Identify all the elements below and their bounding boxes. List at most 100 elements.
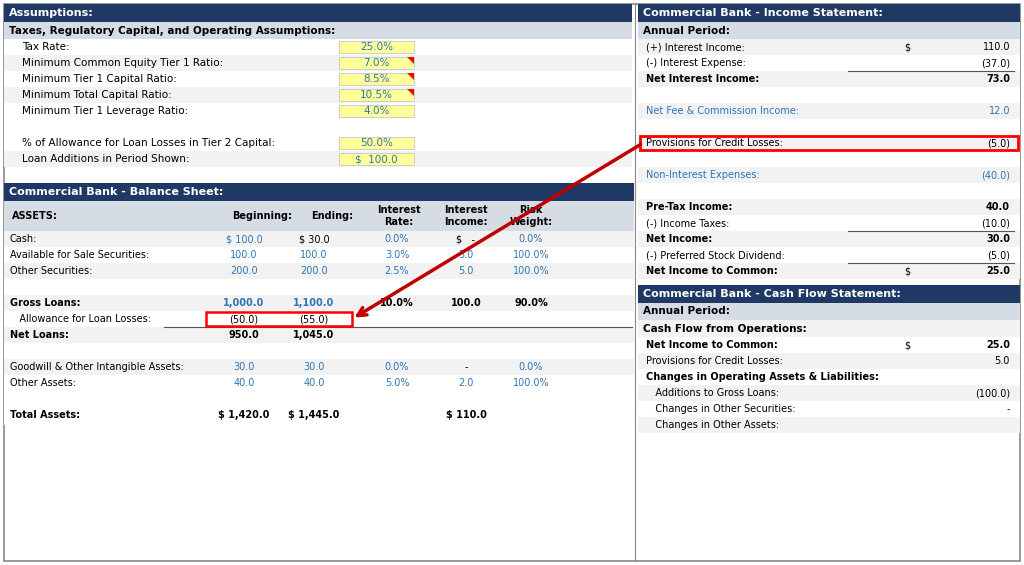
Bar <box>4 231 634 247</box>
Text: 40.0: 40.0 <box>986 202 1010 212</box>
Bar <box>4 247 634 263</box>
Text: Changes in Operating Assets & Liabilities:: Changes in Operating Assets & Liabilitie… <box>646 372 879 382</box>
Text: 5.0: 5.0 <box>994 356 1010 366</box>
Text: Taxes, Regulatory Capital, and Operating Assumptions:: Taxes, Regulatory Capital, and Operating… <box>9 25 335 36</box>
Text: Changes in Other Securities:: Changes in Other Securities: <box>646 404 796 414</box>
Bar <box>638 151 1020 167</box>
Text: Provisions for Credit Losses:: Provisions for Credit Losses: <box>646 356 783 366</box>
Text: Net Income:: Net Income: <box>646 234 713 244</box>
Bar <box>4 201 634 231</box>
Text: Non-Interest Expenses:: Non-Interest Expenses: <box>646 170 760 180</box>
Polygon shape <box>407 73 414 80</box>
Text: -: - <box>1007 404 1010 414</box>
Bar <box>4 22 632 39</box>
Text: Gross Loans:: Gross Loans: <box>10 298 81 308</box>
Text: (5.0): (5.0) <box>987 138 1010 148</box>
Text: 950.0: 950.0 <box>228 330 259 340</box>
Bar <box>638 199 1020 215</box>
Text: Interest
Rate:: Interest Rate: <box>377 205 421 227</box>
Text: 100.0: 100.0 <box>300 250 328 260</box>
Text: Other Securities:: Other Securities: <box>10 266 92 276</box>
Text: 0.0%: 0.0% <box>519 362 543 372</box>
Bar <box>638 353 1020 369</box>
Text: Minimum Tier 1 Capital Ratio:: Minimum Tier 1 Capital Ratio: <box>22 74 177 84</box>
Text: 50.0%: 50.0% <box>360 138 393 148</box>
Bar <box>638 119 1020 135</box>
Bar <box>4 391 634 407</box>
Bar <box>4 375 634 391</box>
Bar <box>339 89 414 101</box>
Text: $  100.0: $ 100.0 <box>355 154 397 164</box>
Bar <box>4 87 632 103</box>
Text: 40.0: 40.0 <box>233 378 255 388</box>
Text: (-) Preferred Stock Dividend:: (-) Preferred Stock Dividend: <box>646 250 784 260</box>
Bar <box>339 41 414 53</box>
Text: 90.0%: 90.0% <box>514 298 548 308</box>
Text: Allowance for Loan Losses:: Allowance for Loan Losses: <box>10 314 151 324</box>
Bar <box>638 22 1020 39</box>
Text: $: $ <box>904 266 910 276</box>
Bar <box>638 401 1020 417</box>
Text: 1,000.0: 1,000.0 <box>223 298 264 308</box>
Text: Commercial Bank - Income Statement:: Commercial Bank - Income Statement: <box>643 8 883 18</box>
Bar <box>638 183 1020 199</box>
Text: 1,100.0: 1,100.0 <box>293 298 335 308</box>
Text: -: - <box>464 362 468 372</box>
Text: Beginning:: Beginning: <box>232 211 292 221</box>
Bar <box>638 103 1020 119</box>
Bar <box>339 153 414 165</box>
Text: Annual Period:: Annual Period: <box>643 306 730 316</box>
Text: 10.5%: 10.5% <box>360 90 393 100</box>
Bar <box>638 87 1020 103</box>
Text: 200.0: 200.0 <box>230 266 258 276</box>
Text: Minimum Total Capital Ratio:: Minimum Total Capital Ratio: <box>22 90 172 100</box>
Bar <box>339 105 414 117</box>
Bar <box>4 423 634 425</box>
Text: Net Income to Common:: Net Income to Common: <box>646 340 778 350</box>
Bar <box>638 337 1020 353</box>
Text: 0.0%: 0.0% <box>385 362 410 372</box>
Bar <box>638 247 1020 263</box>
Text: 100.0%: 100.0% <box>513 266 549 276</box>
Bar <box>638 417 1020 433</box>
Text: 100.0: 100.0 <box>451 298 481 308</box>
Bar <box>4 407 634 423</box>
Text: 1,045.0: 1,045.0 <box>293 330 335 340</box>
Text: Assumptions:: Assumptions: <box>9 8 94 18</box>
Text: $: $ <box>904 340 910 350</box>
Bar <box>4 183 634 201</box>
Text: 40.0: 40.0 <box>303 378 325 388</box>
Text: 5.0%: 5.0% <box>385 378 410 388</box>
Text: (55.0): (55.0) <box>299 314 329 324</box>
Text: Changes in Other Assets:: Changes in Other Assets: <box>646 420 779 430</box>
Text: (-) Income Taxes:: (-) Income Taxes: <box>646 218 729 228</box>
Text: 100.0%: 100.0% <box>513 250 549 260</box>
Text: 30.0: 30.0 <box>986 234 1010 244</box>
Bar <box>339 153 414 165</box>
Text: Cash Flow from Operations:: Cash Flow from Operations: <box>643 324 807 333</box>
Bar <box>4 151 632 167</box>
Text: 100.0: 100.0 <box>230 250 258 260</box>
Text: 100.0%: 100.0% <box>513 378 549 388</box>
Bar <box>638 385 1020 401</box>
Text: % of Allowance for Loan Losses in Tier 2 Capital:: % of Allowance for Loan Losses in Tier 2… <box>22 138 275 148</box>
Text: 30.0: 30.0 <box>303 362 325 372</box>
Text: (5.0): (5.0) <box>987 250 1010 260</box>
Text: Net Income to Common:: Net Income to Common: <box>646 266 778 276</box>
Bar <box>206 312 352 326</box>
Text: Commercial Bank - Balance Sheet:: Commercial Bank - Balance Sheet: <box>9 187 223 197</box>
Polygon shape <box>407 89 414 96</box>
Text: 5.0: 5.0 <box>459 266 474 276</box>
Text: Risk
Weight:: Risk Weight: <box>509 205 553 227</box>
Text: (40.0): (40.0) <box>981 170 1010 180</box>
Bar <box>638 39 1020 55</box>
Text: 110.0: 110.0 <box>982 42 1010 52</box>
Text: $ 30.0: $ 30.0 <box>299 234 330 244</box>
Bar <box>339 41 414 53</box>
Bar <box>339 105 414 117</box>
Text: Annual Period:: Annual Period: <box>643 25 730 36</box>
Text: (50.0): (50.0) <box>229 314 259 324</box>
Text: Cash:: Cash: <box>10 234 37 244</box>
Bar <box>339 89 414 101</box>
Bar <box>4 295 634 311</box>
